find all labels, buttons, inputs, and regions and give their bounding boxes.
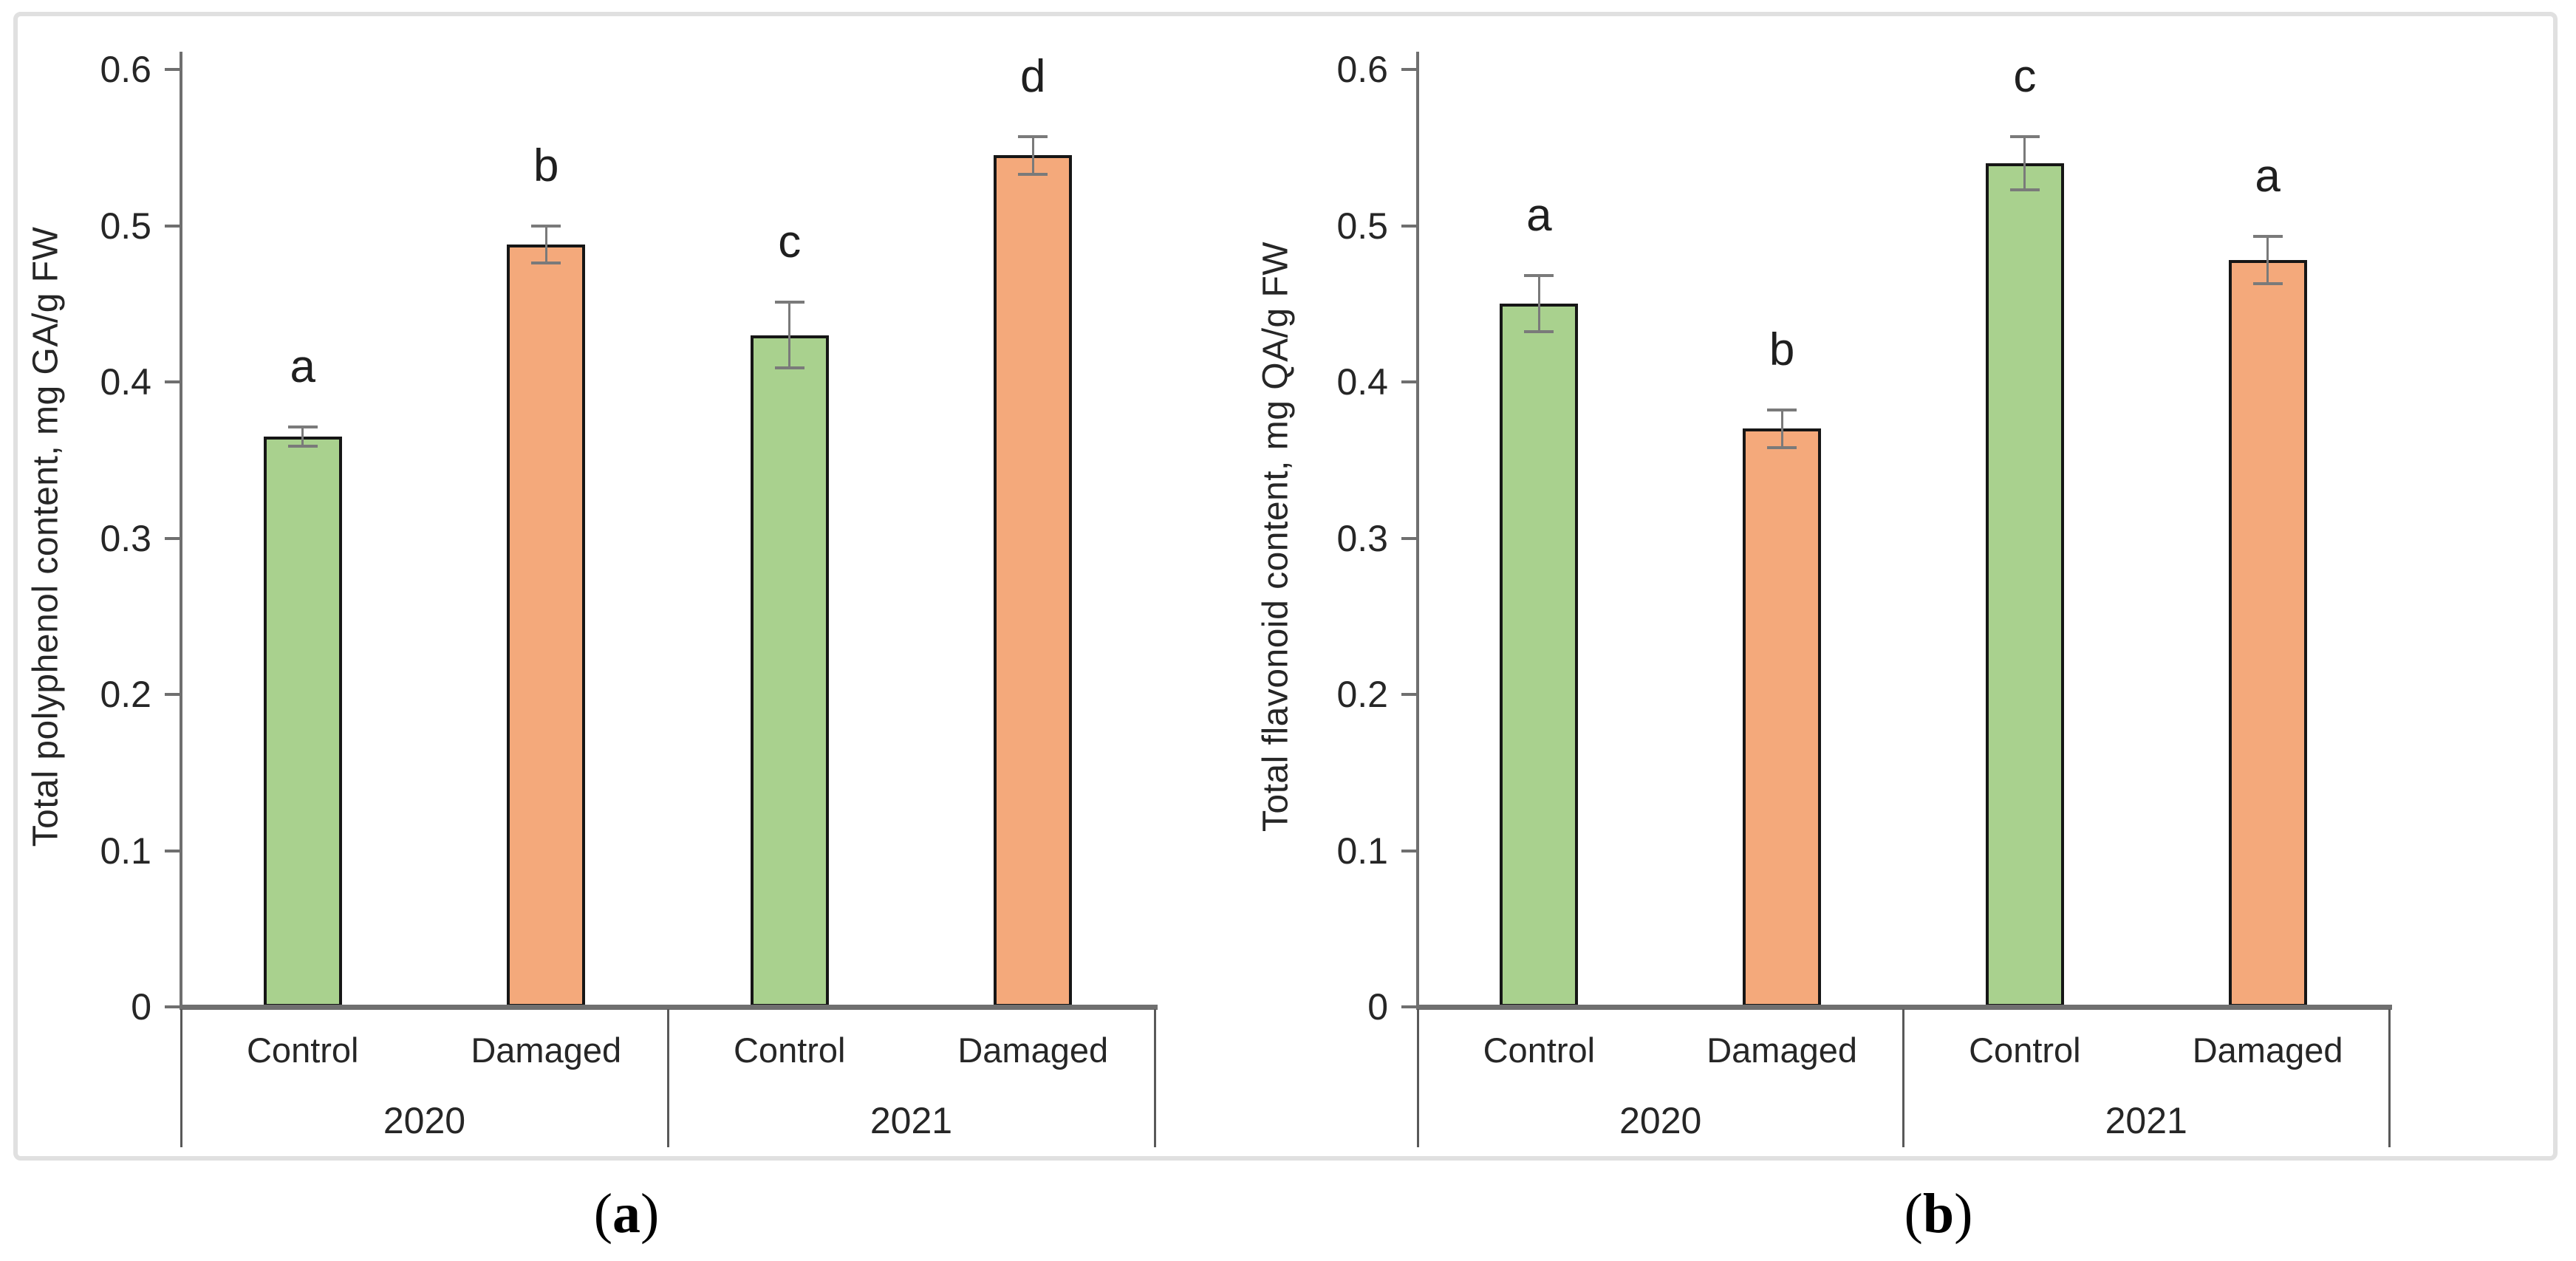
caption-b-open-paren: ( (1904, 1183, 1923, 1245)
caption-a-close-paren: ) (640, 1183, 660, 1245)
caption-a: (a) (479, 1182, 774, 1246)
caption-b-close-paren: ) (1954, 1183, 1973, 1245)
figure-border-frame (13, 12, 2558, 1161)
caption-b-letter: b (1922, 1183, 1955, 1245)
caption-b: (b) (1791, 1182, 2086, 1246)
caption-a-open-paren: ( (593, 1183, 612, 1245)
caption-a-letter: a (612, 1183, 640, 1245)
